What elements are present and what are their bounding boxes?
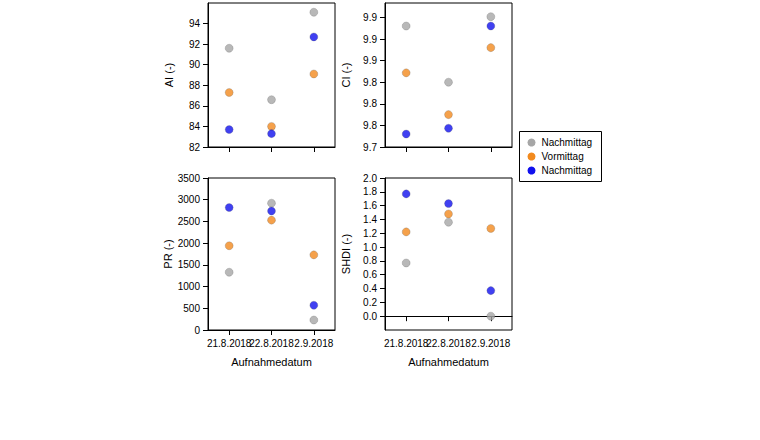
- svg-text:SHDI (-): SHDI (-): [340, 234, 352, 274]
- svg-text:2000: 2000: [178, 238, 201, 249]
- svg-text:3500: 3500: [178, 173, 201, 184]
- svg-text:21.8.2018: 21.8.2018: [207, 338, 252, 349]
- svg-text:9.8: 9.8: [363, 98, 377, 109]
- svg-text:9.9: 9.9: [363, 55, 377, 66]
- svg-text:21.8.2018: 21.8.2018: [384, 338, 429, 349]
- svg-text:22.8.2018: 22.8.2018: [426, 338, 471, 349]
- svg-text:500: 500: [183, 303, 200, 314]
- svg-text:9.9: 9.9: [363, 34, 377, 45]
- svg-text:9.9: 9.9: [363, 12, 377, 23]
- svg-text:82: 82: [189, 142, 201, 153]
- svg-text:PR (-): PR (-): [162, 239, 174, 268]
- svg-text:0: 0: [194, 325, 200, 336]
- svg-text:1000: 1000: [178, 281, 201, 292]
- svg-text:2.9.2018: 2.9.2018: [294, 338, 333, 349]
- svg-text:1.4: 1.4: [363, 214, 377, 225]
- svg-text:0.6: 0.6: [363, 269, 377, 280]
- svg-text:2500: 2500: [178, 216, 201, 227]
- svg-text:94: 94: [189, 18, 201, 29]
- svg-text:1500: 1500: [178, 259, 201, 270]
- svg-text:3000: 3000: [178, 194, 201, 205]
- svg-text:1.8: 1.8: [363, 186, 377, 197]
- svg-text:Nachmittag: Nachmittag: [542, 165, 593, 176]
- svg-text:1.6: 1.6: [363, 200, 377, 211]
- svg-text:0.2: 0.2: [363, 297, 377, 308]
- svg-text:2.0: 2.0: [363, 173, 377, 184]
- svg-text:86: 86: [189, 100, 201, 111]
- svg-text:92: 92: [189, 39, 201, 50]
- svg-text:88: 88: [189, 80, 201, 91]
- svg-text:CI (-): CI (-): [340, 62, 352, 87]
- svg-text:0.0: 0.0: [363, 311, 377, 322]
- svg-text:84: 84: [189, 121, 201, 132]
- svg-text:1.0: 1.0: [363, 242, 377, 253]
- svg-text:AI (-): AI (-): [163, 63, 175, 87]
- svg-text:Aufnahmedatum: Aufnahmedatum: [231, 356, 312, 368]
- svg-text:22.8.2018: 22.8.2018: [249, 338, 294, 349]
- svg-text:2.9.2018: 2.9.2018: [471, 338, 510, 349]
- svg-text:Vormittag: Vormittag: [542, 151, 584, 162]
- svg-text:Aufnahmedatum: Aufnahmedatum: [408, 356, 489, 368]
- svg-text:9.7: 9.7: [363, 142, 377, 153]
- svg-text:9.8: 9.8: [363, 77, 377, 88]
- svg-text:Nachmittag: Nachmittag: [542, 137, 593, 148]
- svg-text:90: 90: [189, 59, 201, 70]
- svg-text:0.8: 0.8: [363, 255, 377, 266]
- svg-text:0.4: 0.4: [363, 283, 377, 294]
- svg-text:1.2: 1.2: [363, 228, 377, 239]
- svg-text:9.8: 9.8: [363, 120, 377, 131]
